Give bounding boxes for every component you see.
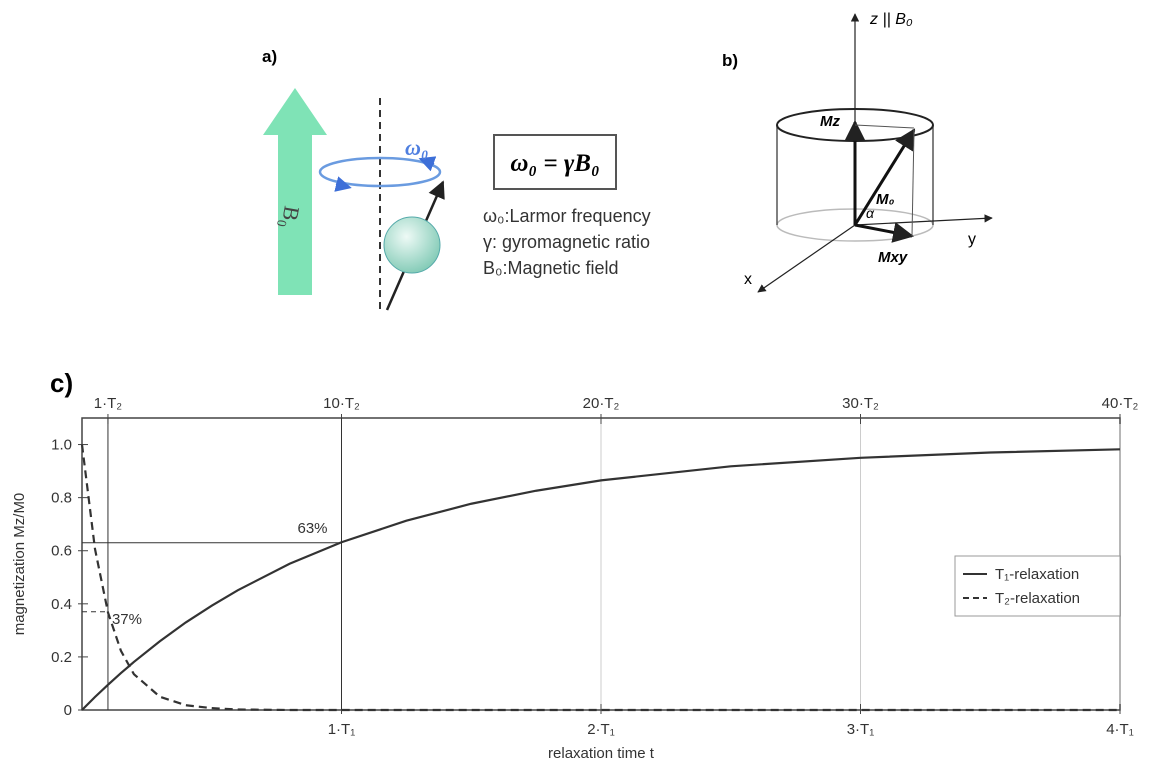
x-tick-label: 3·T₁ [847,721,875,738]
figure: a) B₀ ω₀ ω₀ = γB₀ ω₀:Larmor frequency γ:… [0,0,1149,765]
x2-tick-label: 1·T₂ [94,395,123,412]
legend-text: ω₀:Larmor frequency [483,206,651,226]
x-label: x [744,271,752,288]
projection [912,130,914,236]
y-tick-label: 0.6 [51,543,72,560]
y-tick-label: 1.0 [51,437,72,454]
field-label: B₀ [276,204,305,230]
y-tick-label: 0.8 [51,490,72,507]
x-tick-label: 2·T₁ [587,721,615,738]
panel-label: a) [262,47,277,66]
spin-sphere [384,217,440,273]
diagram-b: b) z || B₀ y x Mz M₀ α Mxy [722,11,992,292]
x2-tick-label: 10·T₂ [323,395,360,412]
annotation: 63% [298,520,328,537]
x2-tick-label: 40·T₂ [1102,395,1139,412]
mxy-label: Mxy [878,249,908,266]
m0-label: M₀ [876,191,894,208]
x2-tick-label: 20·T₂ [583,395,620,412]
page: a) B₀ ω₀ ω₀ = γB₀ ω₀:Larmor frequency γ:… [0,0,1149,770]
z-label: z || B₀ [869,11,913,28]
mz-label: Mz [820,113,840,130]
x-axis-label: relaxation time t [548,745,655,762]
mxy-vector [855,225,912,236]
equation: ω₀ = γB₀ [510,150,599,177]
x-tick-label: 1·T₁ [328,721,356,738]
chart: c) 1·T₁ 2·T₁ 3·T₁ 4·T₁ 1·T₂ 10·T₂ 20·T₂ 30·T₂ 40… [11,368,1139,762]
panel-label: b) [722,51,738,70]
y-tick-label: 0 [64,702,72,719]
panel-label: c) [50,368,73,398]
y-tick-label: 0.4 [51,596,72,613]
legend-box [955,556,1120,616]
y-label: y [968,231,976,248]
field-arrow [263,88,327,295]
y-tick-label: 0.2 [51,649,72,666]
orbit-arrow [336,184,344,186]
legend-text: B₀:Magnetic field [483,258,619,278]
legend-label: T₂-relaxation [995,590,1080,607]
x2-tick-label: 30·T₂ [842,395,879,412]
angle-label: α [866,205,875,221]
x-tick-label: 4·T₁ [1106,721,1134,738]
projection [855,125,914,128]
diagram-a: a) B₀ ω₀ ω₀ = γB₀ ω₀:Larmor frequency γ:… [262,47,651,310]
legend-text: γ: gyromagnetic ratio [483,232,650,252]
y-axis-label: magnetization Mz/M0 [11,493,28,636]
y-axis [855,218,992,225]
x-axis [758,225,855,292]
legend-label: T₁-relaxation [995,566,1079,583]
omega-label: ω₀ [405,135,429,160]
annotation: 37% [112,611,142,628]
